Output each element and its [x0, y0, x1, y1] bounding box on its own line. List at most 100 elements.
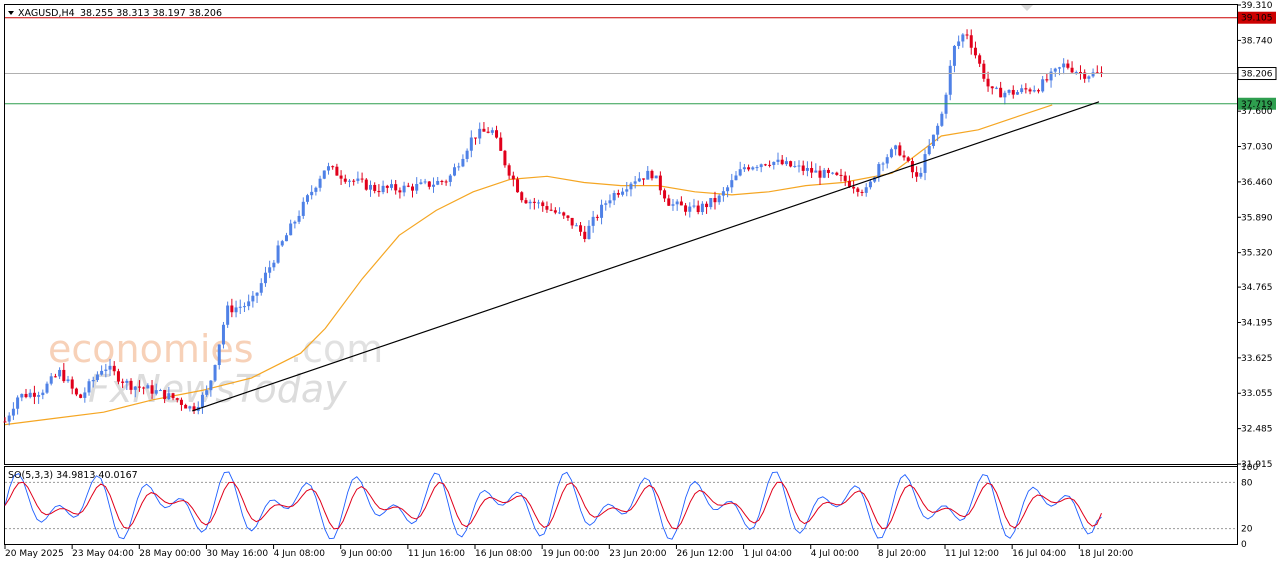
candle-bear — [910, 161, 914, 173]
candle-bull — [717, 195, 721, 203]
candle-bull — [251, 295, 255, 302]
candle-bear — [511, 175, 515, 180]
candle-bull — [87, 381, 91, 393]
candle-bear — [570, 217, 574, 226]
candle-bull — [305, 195, 309, 202]
candle-bull — [381, 185, 385, 193]
candle-bear — [184, 404, 188, 409]
candle-bull — [280, 241, 284, 246]
candle-bull — [234, 307, 238, 313]
candle-bull — [1087, 76, 1091, 79]
candle-bull — [461, 158, 465, 167]
candle-bear — [70, 379, 74, 389]
x-tick-label: 26 Jun 12:00 — [676, 549, 733, 559]
candle-bull — [894, 145, 898, 150]
candle-bear — [562, 212, 566, 216]
candle-bull — [784, 161, 788, 165]
symbol-dropdown-icon[interactable] — [8, 11, 14, 15]
candle-bull — [16, 397, 20, 409]
candle-bull — [755, 167, 759, 169]
candle-bull — [457, 166, 461, 168]
candle-bear — [541, 202, 545, 207]
candle-bull — [940, 113, 944, 126]
candle-bull — [104, 369, 108, 371]
candle-bear — [965, 34, 969, 36]
current-price-label: 38.206 — [1241, 70, 1273, 80]
scroll-marker-icon[interactable] — [1021, 5, 1033, 11]
candle-bear — [331, 166, 335, 168]
candle-bull — [600, 204, 604, 218]
candle-bull — [1049, 71, 1053, 81]
candle-bull — [709, 197, 713, 208]
candle-bull — [402, 185, 406, 193]
y-tick-label: 33.055 — [1241, 389, 1273, 399]
candle-bear — [116, 371, 120, 382]
candle-bear — [747, 167, 751, 170]
candle-bull — [146, 385, 150, 389]
candle-bull — [1053, 68, 1057, 72]
candle-bull — [751, 167, 755, 170]
candle-bull — [49, 376, 53, 384]
candle-bull — [625, 189, 629, 192]
candle-bear — [507, 165, 511, 176]
candle-bear — [780, 159, 784, 165]
x-tick-label: 16 Jul 04:00 — [1012, 549, 1066, 559]
candle-bull — [1015, 92, 1019, 95]
stoch-signal-line — [4, 481, 1102, 530]
candle-bear — [524, 200, 528, 204]
candle-bear — [444, 181, 448, 183]
candle-bear — [377, 190, 381, 193]
candle-bull — [41, 392, 45, 396]
candle-bear — [385, 185, 389, 188]
x-tick-label: 28 May 00:00 — [139, 549, 201, 559]
oscillator-label: SO(5,3,3) 34.9813 40.0167 — [8, 470, 138, 481]
candle-bear — [650, 170, 654, 179]
candle-bull — [11, 408, 15, 416]
candle-bear — [789, 161, 793, 167]
candle-bull — [314, 187, 318, 192]
candle-bear — [705, 203, 709, 208]
y-tick-label: 37.600 — [1241, 107, 1273, 117]
candle-bull — [154, 390, 158, 394]
candle-bear — [163, 390, 167, 400]
candle-bull — [885, 157, 889, 164]
moving-average-line — [4, 104, 1053, 426]
candle-bear — [852, 186, 856, 189]
x-tick-label: 18 Jul 20:00 — [1079, 549, 1133, 559]
resistance-price-tag — [1238, 11, 1276, 24]
candle-bull — [1007, 89, 1011, 93]
candle-bear — [768, 164, 772, 166]
candle-bull — [1074, 71, 1078, 73]
support-price-tag — [1238, 97, 1276, 110]
candle-bull — [1003, 92, 1007, 98]
candle-bear — [549, 209, 553, 211]
candle-bear — [486, 131, 490, 133]
candle-bull — [368, 184, 372, 190]
candle-bull — [961, 34, 965, 42]
candle-bear — [642, 178, 646, 180]
candle-bull — [734, 175, 738, 181]
candle-bear — [339, 175, 343, 179]
candle-bull — [465, 150, 469, 159]
candle-bear — [1045, 79, 1049, 81]
candle-bear — [579, 225, 583, 232]
candle-bull — [389, 184, 393, 188]
y-tick-label: 35.320 — [1241, 249, 1273, 259]
candle-bear — [398, 190, 402, 193]
candle-bear — [856, 188, 860, 192]
candle-bull — [297, 215, 301, 222]
candle-bull — [772, 161, 776, 166]
candle-bull — [226, 305, 230, 325]
candle-bear — [1036, 90, 1040, 92]
resistance-price-label: 39.105 — [1241, 14, 1273, 24]
candle-bear — [364, 179, 368, 190]
candle-bull — [158, 390, 162, 392]
candle-bear — [520, 192, 524, 201]
candle-bear — [696, 205, 700, 213]
candle-bear — [137, 386, 141, 388]
candle-bull — [797, 165, 801, 167]
candle-bull — [994, 87, 998, 89]
candle-bear — [969, 35, 973, 48]
candle-bull — [263, 272, 267, 284]
candle-bull — [537, 202, 541, 204]
